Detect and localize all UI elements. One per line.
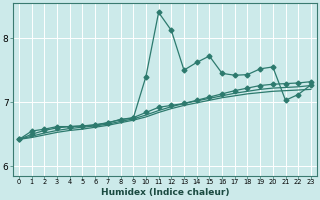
X-axis label: Humidex (Indice chaleur): Humidex (Indice chaleur) — [101, 188, 229, 197]
